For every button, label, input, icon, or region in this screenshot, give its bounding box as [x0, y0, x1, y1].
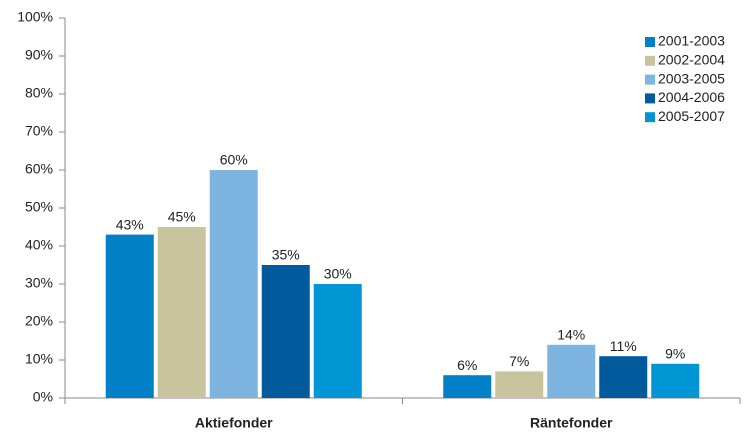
y-tick-label: 30%: [25, 275, 53, 291]
legend-swatch: [645, 37, 655, 47]
data-label: 6%: [457, 357, 477, 373]
bar: [157, 227, 206, 398]
y-tick-label: 80%: [25, 85, 53, 101]
x-tick-label: Räntefonder: [530, 415, 613, 431]
data-label: 11%: [610, 338, 637, 354]
legend-swatch: [645, 55, 655, 66]
legend-swatch: [645, 112, 655, 123]
data-label: 7%: [509, 353, 529, 369]
bar: [599, 356, 648, 398]
data-label: 60%: [220, 152, 248, 168]
data-label: 30%: [324, 266, 352, 282]
bar: [495, 371, 544, 398]
legend-label: 2005-2007: [658, 108, 725, 124]
y-tick-label: 0%: [33, 389, 53, 405]
legend-swatch: [645, 93, 655, 104]
data-label: 43%: [116, 216, 144, 232]
data-label: 9%: [665, 346, 685, 362]
bar: [261, 265, 310, 398]
y-tick-label: 60%: [25, 161, 53, 177]
data-label: 14%: [557, 327, 585, 343]
y-tick-label: 40%: [25, 237, 53, 253]
bar: [651, 363, 700, 398]
y-tick-label: 50%: [25, 199, 53, 215]
y-tick-label: 70%: [25, 123, 53, 139]
bar: [313, 284, 362, 398]
bar: [547, 344, 596, 398]
y-tick-label: 20%: [25, 313, 53, 329]
y-tick-label: 100%: [17, 9, 53, 25]
bar: [209, 170, 258, 398]
legend-label: 2004-2006: [658, 89, 725, 105]
legend-label: 2001-2003: [658, 33, 725, 49]
y-tick-label: 90%: [25, 47, 53, 63]
x-tick-label: Aktiefonder: [195, 415, 273, 431]
y-tick-label: 10%: [25, 351, 53, 367]
legend-label: 2003-2005: [658, 70, 725, 86]
data-label: 35%: [272, 247, 300, 263]
legend-swatch: [645, 74, 655, 85]
data-label: 45%: [168, 209, 196, 225]
legend-label: 2002-2004: [658, 52, 725, 68]
bar: [105, 234, 154, 398]
bar: [443, 375, 492, 398]
